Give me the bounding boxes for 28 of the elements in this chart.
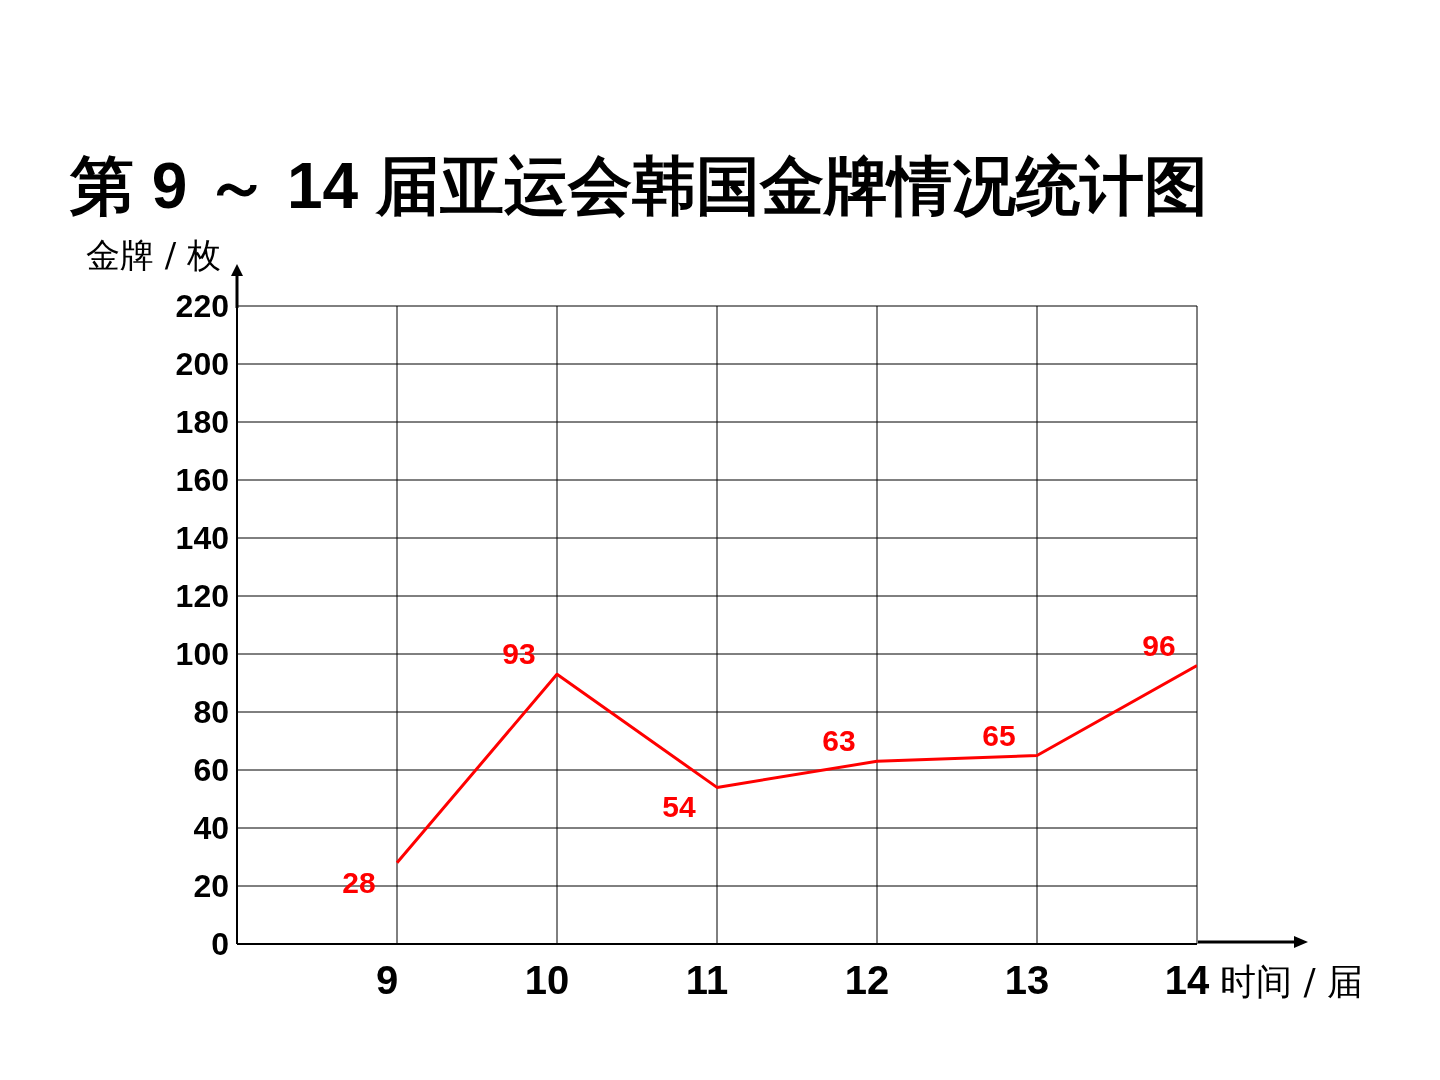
y-axis-title: 金牌 / 枚 <box>86 234 222 277</box>
data-label: 63 <box>822 724 856 758</box>
y-tick-label: 20 <box>193 868 229 905</box>
y-tick-label: 40 <box>193 810 229 847</box>
chart-title: 第 9 ～ 14 届亚运会韩国金牌情况统计图 <box>70 149 1208 224</box>
data-label: 96 <box>1142 628 1176 662</box>
x-tick-label: 10 <box>524 958 570 1003</box>
line-series <box>395 664 1197 865</box>
y-tick-label: 220 <box>175 288 229 325</box>
y-tick-label: 0 <box>211 926 229 963</box>
x-tick-label: 11 <box>685 958 729 1003</box>
y-tick-label: 100 <box>175 636 229 673</box>
y-tick-label: 120 <box>175 578 229 615</box>
x-axis-title: 时间 / 届 <box>1220 960 1364 1004</box>
data-label: 65 <box>982 718 1016 752</box>
y-tick-label: 200 <box>175 346 229 383</box>
data-label: 93 <box>502 637 536 671</box>
x-tick-label: 14 <box>1164 958 1210 1003</box>
data-label: 28 <box>342 865 376 899</box>
y-tick-label: 80 <box>193 694 229 731</box>
x-tick-label: 12 <box>844 958 890 1003</box>
data-label: 54 <box>662 790 696 824</box>
y-tick-label: 160 <box>175 462 229 499</box>
y-tick-label: 140 <box>175 520 229 557</box>
y-tick-label: 180 <box>175 404 229 441</box>
y-tick-label: 60 <box>193 752 229 789</box>
x-tick-label: 13 <box>1004 958 1050 1003</box>
x-tick-label: 9 <box>375 958 399 1003</box>
